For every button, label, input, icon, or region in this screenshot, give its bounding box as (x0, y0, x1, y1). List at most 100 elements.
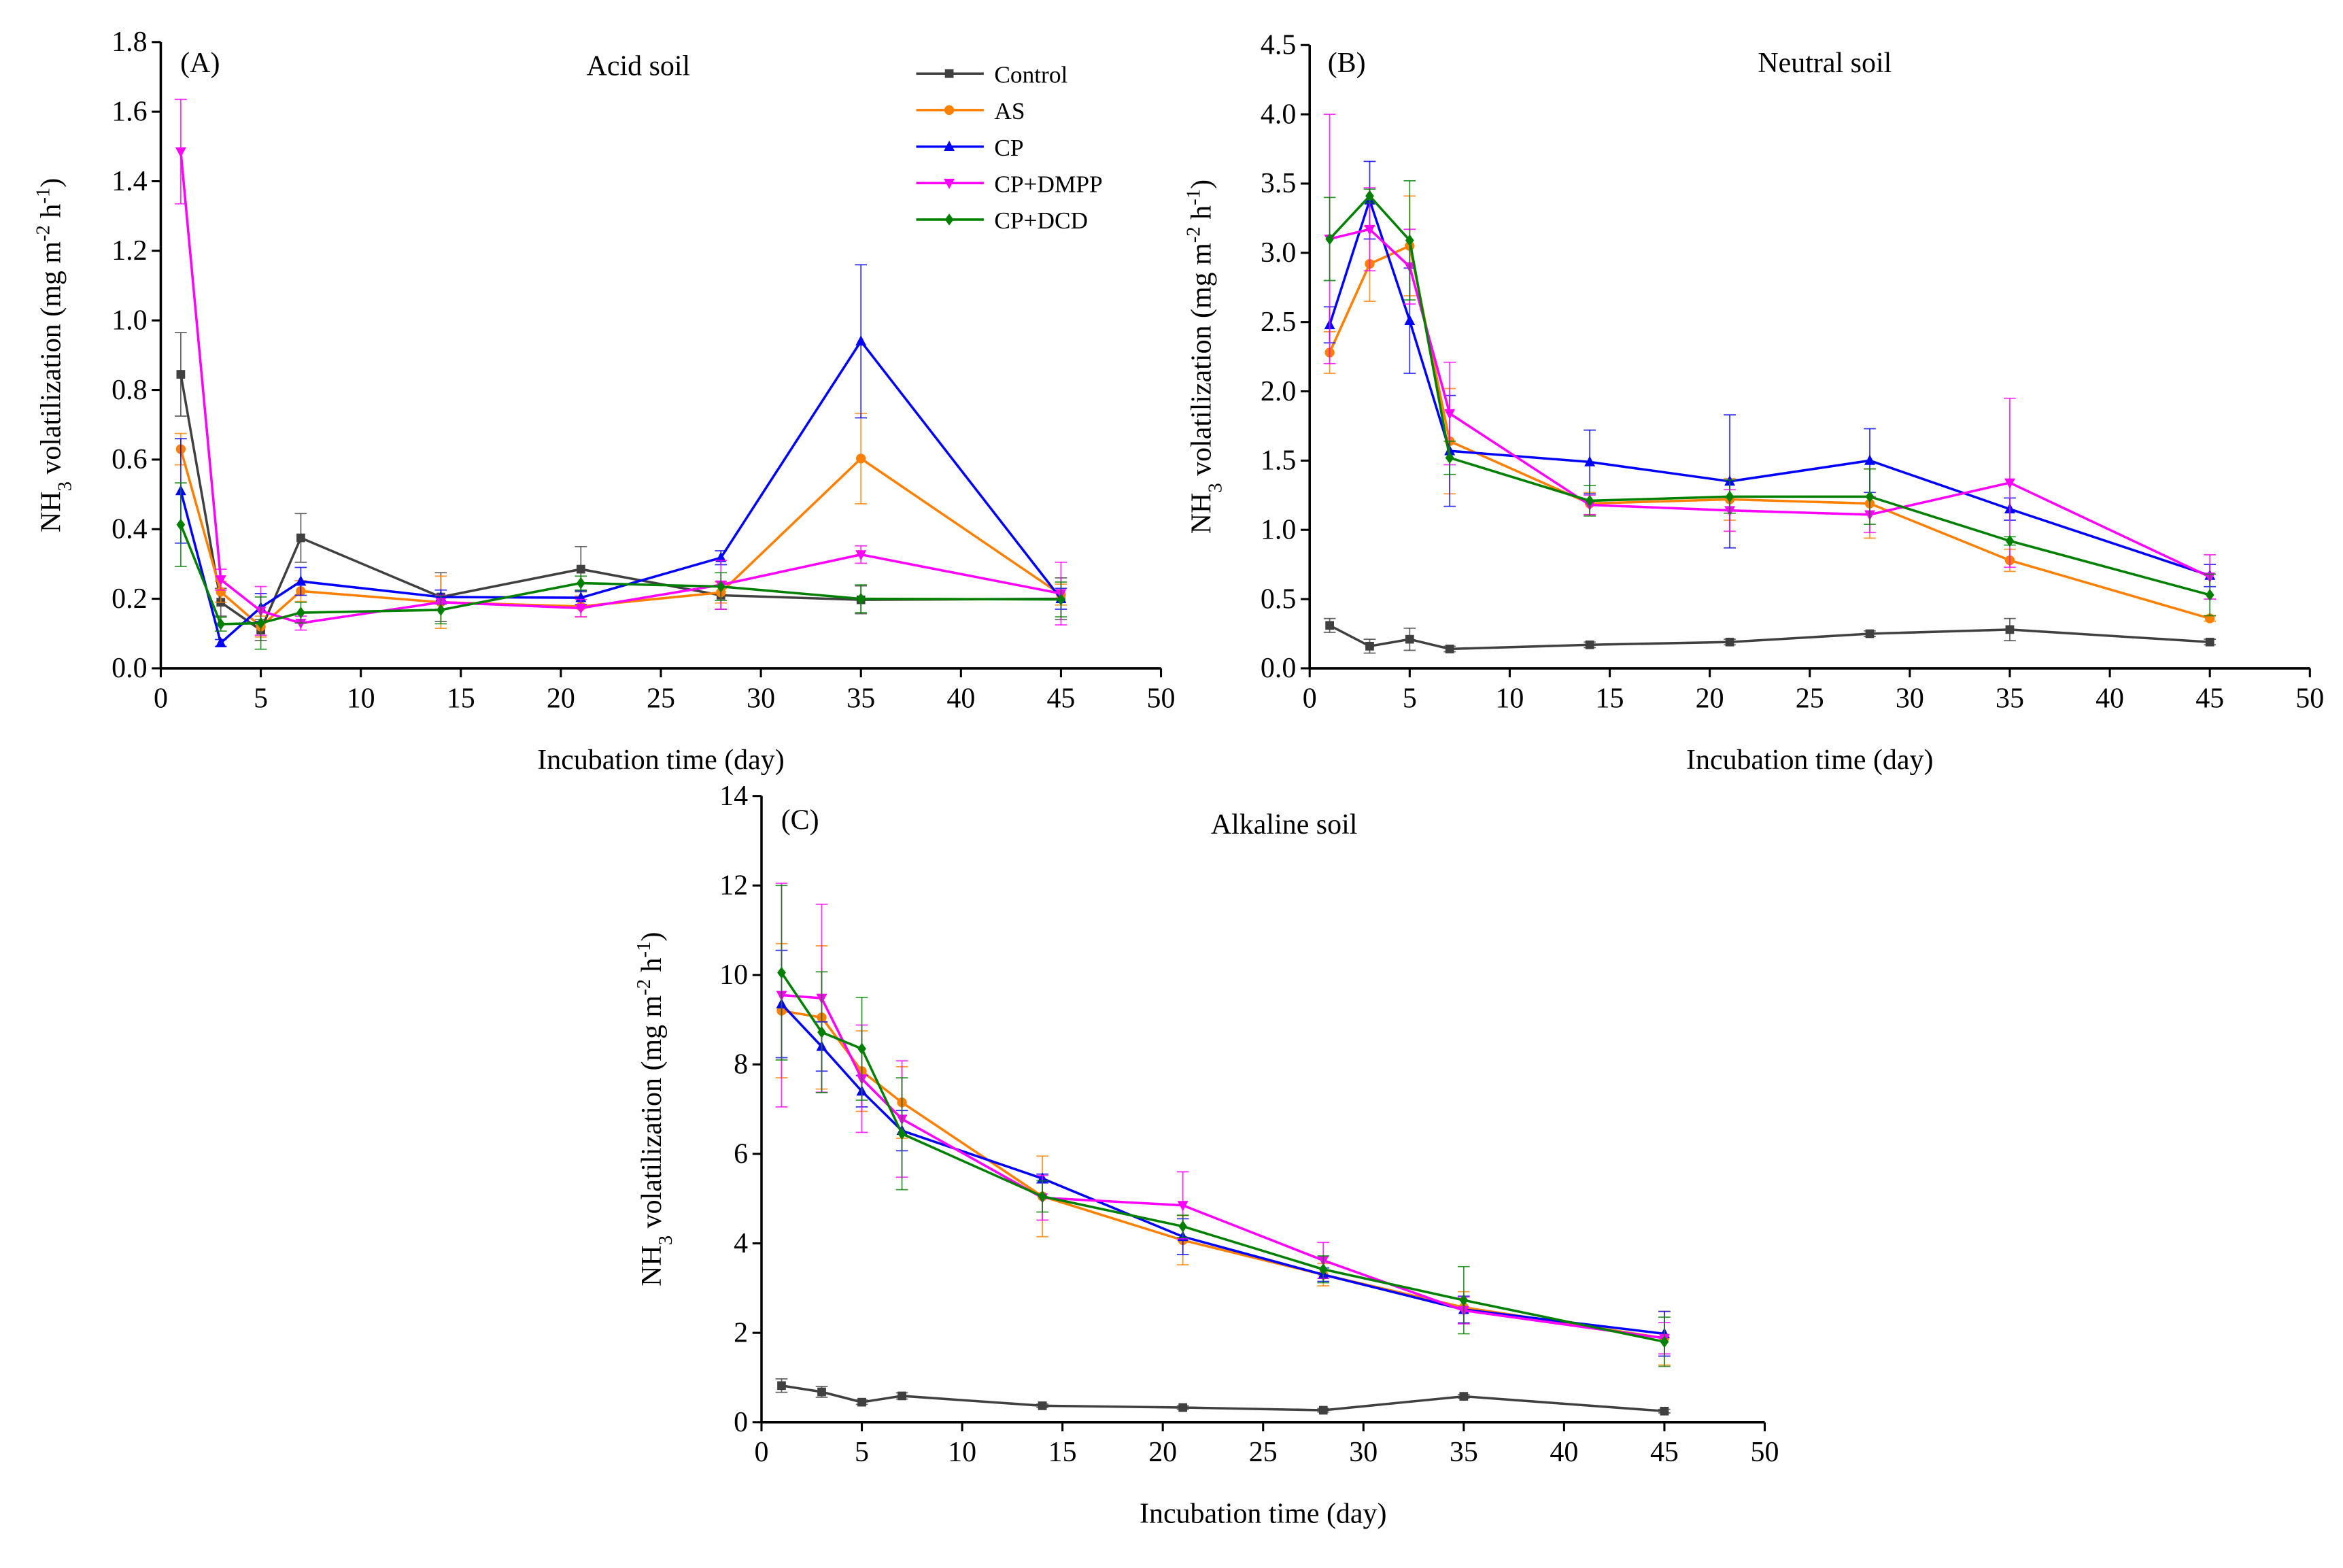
series-control (1323, 617, 2217, 654)
y-tick-label: 2.5 (1261, 307, 1296, 338)
data-point (857, 1397, 866, 1407)
y-axis-label-part: h (636, 957, 668, 978)
data-point (1444, 409, 1456, 420)
data-point (1725, 637, 1734, 647)
panel-label: (C) (781, 804, 819, 836)
data-point (175, 147, 186, 158)
x-tick-label: 10 (948, 1437, 976, 1468)
data-point (576, 577, 585, 590)
series-line (781, 993, 1665, 1340)
data-point (897, 1391, 906, 1401)
legend-marker (944, 214, 954, 226)
series-cp (175, 264, 1067, 647)
data-point (295, 619, 307, 630)
series-line (1329, 244, 2210, 620)
y-tick-label: 1.8 (112, 27, 147, 58)
panel-title: Neutral soil (1758, 48, 1892, 79)
legend-marker (944, 105, 955, 116)
x-axis-label: Incubation time (day) (1140, 1499, 1386, 1530)
series-line (1328, 196, 2210, 577)
legend-label: AS (994, 98, 1025, 124)
x-tick-label: 25 (1249, 1437, 1278, 1468)
y-axis-label-part: NH (636, 1245, 668, 1286)
data-point (1178, 1220, 1188, 1233)
series-line (1329, 624, 2210, 651)
data-point (817, 1026, 826, 1038)
y-tick-label: 0.4 (112, 513, 147, 545)
data-point (1405, 634, 1414, 644)
data-point (855, 550, 867, 561)
series-cp (775, 949, 1671, 1357)
y-axis-label-part: -1 (1182, 189, 1204, 205)
data-point (1325, 233, 1334, 245)
y-tick-label: 2 (734, 1317, 748, 1348)
series-control (175, 332, 1067, 641)
y-axis-label-part: NH (1186, 493, 1217, 534)
series-line (179, 151, 1061, 625)
x-tick-label: 5 (254, 683, 268, 714)
y-tick-label: 0.2 (112, 583, 147, 615)
data-point (2205, 637, 2214, 647)
data-point (1584, 456, 1596, 466)
y-tick-label: 3.5 (1261, 168, 1296, 199)
data-point (296, 533, 305, 543)
y-axis-label-part: h (35, 204, 67, 225)
y-tick-label: 4.5 (1261, 30, 1296, 61)
x-tick-label: 45 (2195, 683, 2224, 714)
data-point (1318, 1405, 1328, 1415)
x-tick-label: 15 (447, 683, 475, 714)
y-tick-label: 4 (734, 1228, 748, 1259)
data-point (1364, 224, 1375, 235)
x-tick-label: 5 (855, 1437, 869, 1468)
x-tick-label: 40 (2096, 683, 2124, 714)
series-cp-dcd (775, 885, 1671, 1367)
y-axis-label: NH3 volatilization (mg m-2 h-1) (1182, 180, 1226, 534)
data-point (855, 335, 867, 346)
x-tick-label: 45 (1650, 1437, 1679, 1468)
data-point (2004, 478, 2015, 489)
data-point (1325, 621, 1334, 630)
x-tick-label: 0 (154, 683, 168, 714)
x-tick-label: 10 (347, 683, 375, 714)
x-axis-label: Incubation time (day) (1686, 745, 1933, 776)
x-tick-label: 40 (946, 683, 975, 714)
x-tick-label: 50 (2295, 683, 2324, 714)
y-axis-label-part: volatilization (mg m (636, 995, 668, 1235)
series-control (775, 1378, 1671, 1416)
data-point (1864, 454, 1875, 465)
series-line (781, 1003, 1665, 1335)
series-line (179, 524, 1061, 626)
panel-b: 0 5 10 15 20 25 30 35 40 45 50 0.0 0.5 1.0 1.5 2.0 2.5 3.… (1182, 30, 2324, 776)
y-tick-label: 12 (719, 870, 748, 902)
y-axis-label-part: 3 (655, 1235, 677, 1245)
data-point (1445, 451, 1454, 464)
data-point (1660, 1406, 1669, 1416)
x-tick-label: 10 (1495, 683, 1524, 714)
data-point (817, 1387, 826, 1397)
series-line (179, 339, 1062, 645)
y-axis-label-part: 3 (54, 481, 75, 491)
data-point (215, 636, 226, 647)
x-tick-label: 0 (1303, 683, 1317, 714)
x-tick-label: 50 (1147, 683, 1176, 714)
x-tick-label: 35 (1996, 683, 2024, 714)
y-axis-label-part: ) (636, 932, 668, 942)
y-tick-label: 0.0 (1261, 653, 1296, 684)
data-point (576, 564, 585, 574)
data-point (777, 1381, 786, 1391)
y-axis-label-part: h (1186, 205, 1217, 226)
y-tick-label: 1.6 (112, 96, 147, 127)
data-point (1318, 1263, 1328, 1276)
y-tick-label: 0.8 (112, 375, 147, 406)
x-tick-label: 20 (1696, 683, 1724, 714)
x-tick-label: 30 (747, 683, 775, 714)
legend-label: CP (994, 135, 1023, 161)
y-axis-label-part: -1 (633, 942, 655, 958)
x-tick-label: 5 (1403, 683, 1417, 714)
y-axis-label-part: -2 (633, 979, 655, 995)
legend-marker (944, 178, 955, 190)
data-point (1660, 1335, 1669, 1348)
x-tick-label: 35 (846, 683, 875, 714)
y-axis-label-part: NH (35, 491, 67, 532)
panel-title: Acid soil (587, 50, 691, 82)
